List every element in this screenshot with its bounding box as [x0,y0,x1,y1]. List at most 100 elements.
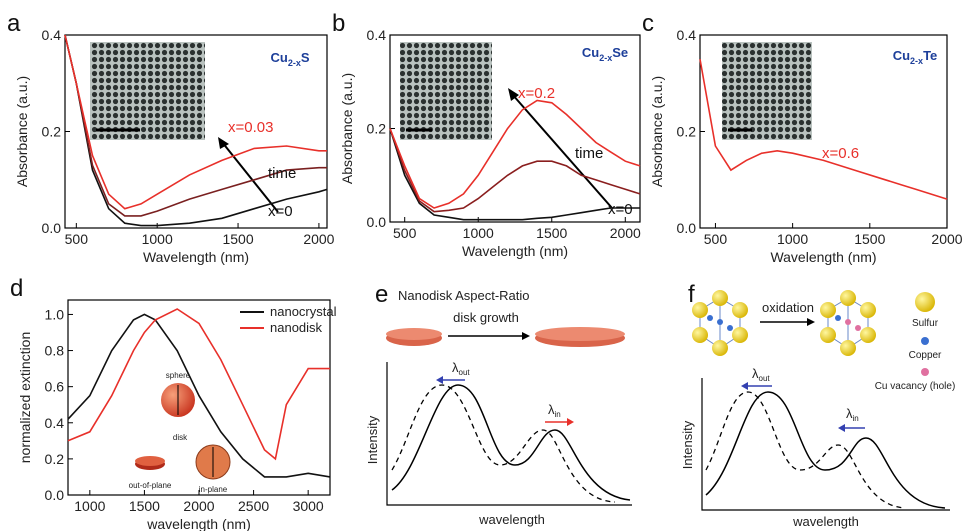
curve-before [392,385,615,502]
y-tick-label: 0.0 [42,220,62,236]
peak-sub: in [555,410,561,419]
key-label: Copper [909,350,942,361]
arrow-head [436,376,443,384]
y-axis-label: Absorbance (a.u.) [649,76,665,187]
disk-edge-top [135,456,165,466]
x-tick-label: 2000 [303,231,334,247]
arrow-head [838,424,845,432]
annotation: x=0.03 [228,119,273,136]
annotation: x=0.6 [822,145,859,162]
y-tick-label: 0.6 [45,379,65,395]
formula-part: 2-x [288,58,301,68]
x-axis-label: wavelength (nm) [146,516,251,531]
annotation: x=0.2 [518,85,555,102]
inset-label: disk [173,433,188,442]
sulfur-key [915,292,935,312]
inset-label: in-plane [199,485,228,494]
panel-letter: f [688,281,695,308]
x-tick-label: 1500 [854,231,885,247]
formula-part: Se [612,45,628,60]
large-disk-top [535,327,625,341]
formula: Cu2-xSe [582,45,628,63]
x-tick-label: 3000 [293,498,324,514]
x-tick-label: 1500 [129,498,160,514]
x-tick-label: 1500 [536,225,567,241]
y-tick-label: 0.4 [45,415,65,431]
formula-part: Cu [582,45,599,60]
y-tick-label: 0.4 [367,27,387,43]
formula-part: Te [923,48,937,63]
x-tick-label: 2500 [238,498,269,514]
y-tick-label: 0.2 [42,124,62,140]
key-label: Cu vacancy (hole) [875,381,956,392]
curve-after [706,392,945,508]
annotation: time [268,165,296,182]
annotation: x=0 [268,203,293,220]
peak-sub: out [459,368,471,377]
y-axis-label: normalized extinction [17,332,33,464]
x-tick-label: 2000 [183,498,214,514]
peak-label: λout [752,366,770,383]
arrow-label: oxidation [762,300,814,315]
x-tick-label: 500 [65,231,89,247]
x-tick-label: 1000 [463,225,494,241]
y-axis-label: Intensity [365,415,380,464]
y-tick-label: 0.2 [367,121,387,137]
curve-after [392,385,630,500]
inset-label: sphere [166,371,191,380]
key-label: Sulfur [912,318,939,329]
y-axis-label: Intensity [680,420,695,469]
x-tick-label: 1000 [777,231,808,247]
y-tick-label: 0.8 [45,343,65,359]
y-tick-label: 1.0 [45,306,65,322]
y-tick-label: 0.2 [45,451,65,467]
peak-sub: in [853,414,859,423]
panel-letter: d [10,275,23,302]
x-axis-label: Wavelength (nm) [462,243,568,259]
x-tick-label: 500 [393,225,417,241]
figure: e Nanodisk Aspect-Ratio disk growth λout… [0,0,970,531]
x-axis-label: Wavelength (nm) [770,249,876,265]
small-disk-top [386,328,442,340]
arrow-head [522,332,530,340]
panel-letter: b [332,10,345,37]
x-tick-label: 500 [704,231,728,247]
crystal-after [820,290,876,356]
formula: Cu2-xTe [893,48,938,66]
x-axis-label: wavelength [792,514,859,529]
arrow-head [741,382,748,390]
tem-inset [400,42,492,140]
y-tick-label: 0.2 [677,124,697,140]
formula: Cu2-xS [270,50,309,68]
inset-label: out-of-plane [129,481,172,490]
annotation: x=0 [608,201,633,218]
schematic-title: Nanodisk Aspect-Ratio [398,288,530,303]
tem-inset [90,42,205,140]
x-tick-label: 1500 [222,231,253,247]
x-axis-label: Wavelength (nm) [143,249,249,265]
y-tick-label: 0.4 [677,27,697,43]
peak-label: λout [452,360,470,377]
y-tick-label: 0.4 [42,27,62,43]
legend-label: nanocrystal [270,304,337,319]
axes [702,378,950,510]
peak-label: λin [846,406,859,423]
y-axis-label: Absorbance (a.u.) [14,76,30,187]
y-tick-label: 0.0 [677,220,697,236]
x-tick-label: 2000 [610,225,641,241]
vacancy-key [921,368,929,376]
peak-label: λin [548,402,561,419]
y-tick-label: 0.0 [367,214,387,230]
panel-letter: a [7,10,21,37]
crystal-before [692,290,748,356]
tem-inset [722,42,812,140]
annotation: time [575,145,603,162]
formula-part: 2-x [910,56,923,66]
series-line [390,129,640,212]
legend-label: nanodisk [270,320,323,335]
formula-part: S [301,50,310,65]
y-axis-label: Absorbance (a.u.) [339,73,355,184]
panel-letter: e [375,281,388,308]
arrow-head [567,418,574,426]
panel-letter: c [642,10,654,37]
